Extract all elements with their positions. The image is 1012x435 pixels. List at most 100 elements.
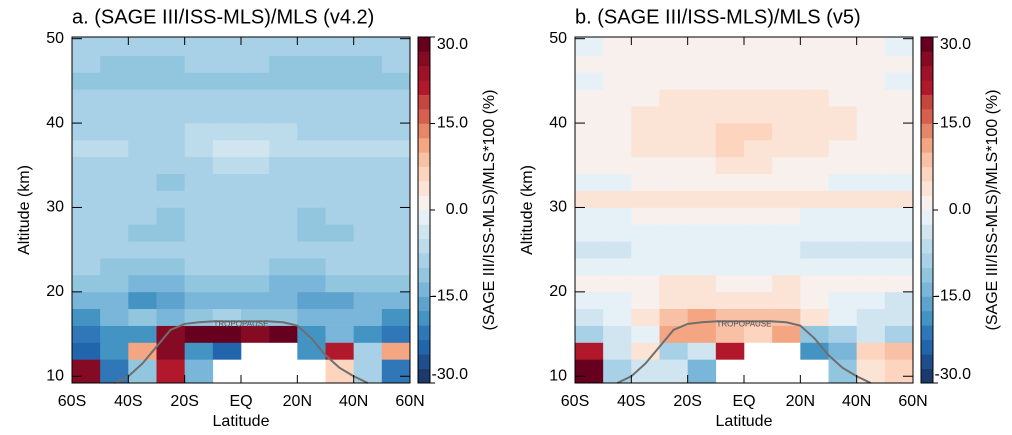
heatmap-cell [128, 123, 157, 141]
x-tick-label: 20S [170, 393, 198, 410]
heatmap-cell [856, 274, 886, 293]
heatmap-cell [603, 258, 632, 276]
heatmap-cell [603, 308, 632, 326]
x-tick-label: 60N [395, 393, 424, 410]
heatmap-cell [659, 37, 688, 56]
heatmap-cell [297, 325, 326, 343]
heatmap-cell [353, 308, 383, 326]
heatmap-cell [156, 241, 185, 259]
colorbar-level [418, 94, 430, 110]
heatmap-cell [184, 72, 214, 90]
tropopause-label: TROPOPAUSE [214, 320, 269, 329]
heatmap-cell [687, 359, 717, 384]
heatmap-cell [856, 190, 886, 208]
heatmap-cell [715, 274, 745, 293]
heatmap-cell [715, 224, 745, 242]
heatmap-cell [603, 342, 632, 360]
colorbar-level [921, 65, 933, 81]
heatmap-cell [381, 207, 411, 225]
heatmap-cell [325, 274, 354, 293]
heatmap-cell [715, 173, 745, 191]
colorbar-level [418, 109, 430, 124]
heatmap-cell [212, 190, 242, 208]
heatmap-cell [100, 156, 129, 175]
heatmap-cell [325, 190, 354, 208]
heatmap-cell [100, 123, 129, 141]
heatmap-cell [184, 37, 214, 56]
heatmap-cell [156, 207, 185, 225]
heatmap-cell [631, 55, 660, 73]
y-axis-label: Altitude (km) [16, 165, 33, 255]
heatmap-cell [800, 156, 829, 175]
heatmap-cell [856, 139, 886, 158]
heatmap-cell [325, 207, 354, 225]
heatmap-cell [381, 325, 411, 343]
heatmap-cell [100, 173, 129, 191]
heatmap-cell [184, 173, 214, 191]
heatmap-cell [659, 55, 688, 73]
heatmap-cell [156, 359, 185, 384]
heatmap-cell [381, 241, 411, 259]
heatmap-cell [128, 359, 157, 384]
heatmap-cell [72, 173, 101, 191]
heatmap-cell [603, 106, 632, 124]
heatmap-cell [297, 89, 326, 107]
heatmap-cell [325, 241, 354, 259]
heatmap-cell [687, 342, 717, 360]
heatmap-cell [269, 258, 298, 276]
heatmap-cell [884, 37, 914, 56]
heatmap-cell [744, 123, 773, 141]
heatmap-cell [715, 123, 745, 141]
x-tick-label: EQ [732, 393, 755, 410]
heatmap-cell [72, 241, 101, 259]
heatmap-cell [381, 37, 411, 56]
heatmap-cell [353, 274, 383, 293]
heatmap-cell [353, 89, 383, 107]
heatmap-cell [184, 258, 214, 276]
heatmap-cell [128, 308, 157, 326]
heatmap-cell [884, 241, 914, 259]
heatmap-cell [659, 123, 688, 141]
heatmap-cell [575, 308, 604, 326]
x-tick-label: 60N [898, 393, 927, 410]
heatmap-cell [241, 156, 270, 175]
heatmap-cell [744, 89, 773, 107]
heatmap-cell [212, 156, 242, 175]
heatmap-cell [128, 291, 157, 310]
colorbar-level [418, 354, 430, 369]
colorbar-label: (SAGE III/ISS-MLS)/MLS*100 (%) [481, 90, 498, 331]
heatmap-cell [828, 123, 857, 141]
heatmap-cell [715, 139, 745, 158]
heatmap-cell [325, 308, 354, 326]
heatmap-cell [828, 258, 857, 276]
heatmap-cell [269, 156, 298, 175]
heatmap-cell [631, 274, 660, 293]
heatmap-cell [353, 207, 383, 225]
colorbar-level [418, 253, 430, 268]
heatmap-cell [353, 106, 383, 124]
heatmap-cell [381, 173, 411, 191]
heatmap-cell [353, 291, 383, 310]
heatmap-cell [72, 308, 101, 326]
heatmap-cell [687, 106, 717, 124]
heatmap-cell [72, 325, 101, 343]
heatmap-cell [241, 173, 270, 191]
heatmap-cell [659, 139, 688, 158]
heatmap-cell [353, 55, 383, 73]
heatmap-cell [884, 274, 914, 293]
heatmap-cell [297, 207, 326, 225]
heatmap-cell [884, 190, 914, 208]
heatmap-cell [575, 207, 604, 225]
colorbar-label: (SAGE III/ISS-MLS)/MLS*100 (%) [984, 90, 1001, 331]
heatmap-cell [603, 37, 632, 56]
heatmap-cell [603, 207, 632, 225]
colorbar-level [418, 224, 430, 240]
heatmap-cell [100, 325, 129, 343]
heatmap-cell [772, 156, 801, 175]
heatmap-cell [603, 72, 632, 90]
heatmap-cell [575, 89, 604, 107]
heatmap-cell [72, 123, 101, 141]
colorbar-level [418, 195, 430, 211]
heatmap-cell [241, 72, 270, 90]
heatmap-cell [884, 173, 914, 191]
